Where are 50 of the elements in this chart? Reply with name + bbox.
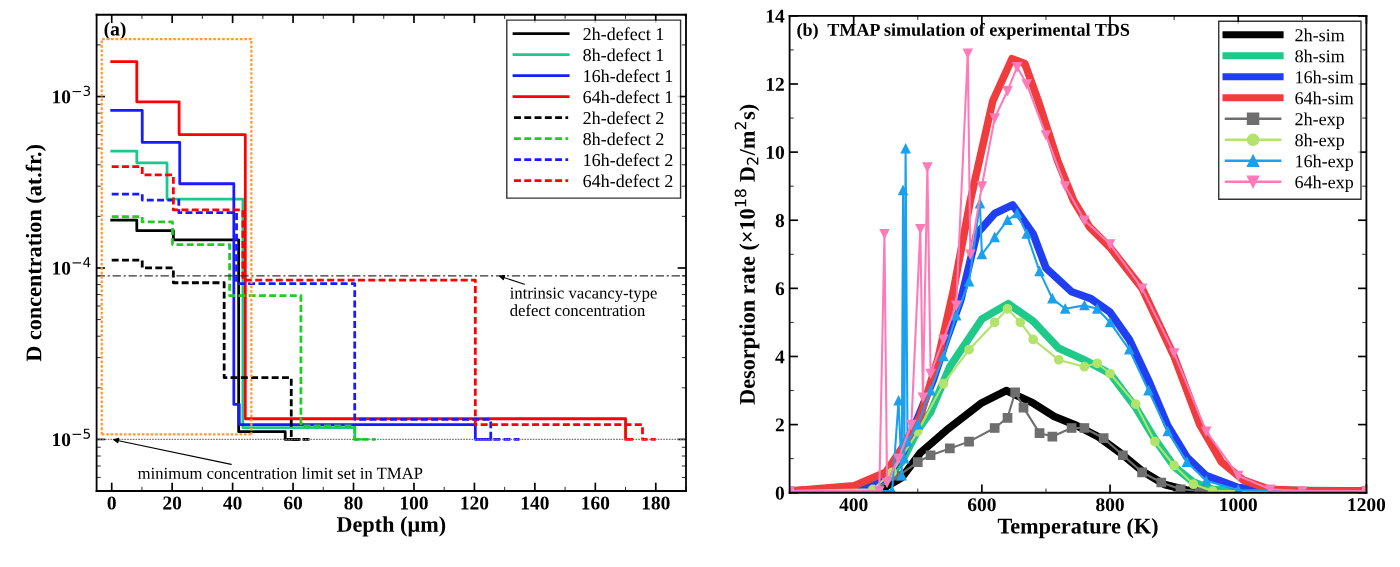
legend-label: 16h-exp <box>1296 154 1354 171</box>
x-tick-label: 20 <box>163 496 182 510</box>
y-tick-label: 10$^{−5}$ <box>53 428 90 447</box>
y-axis-title: D concentration (at.fr.) <box>25 145 46 362</box>
x-tick-label: 1200 <box>1348 498 1386 512</box>
legend-label: 2h-defect 1 <box>583 27 664 41</box>
y-tick-label: 14 <box>766 9 785 23</box>
annotation: (a) <box>104 21 126 40</box>
x-tick-label: 60 <box>284 496 303 510</box>
legend-label: 2h-defect 2 <box>583 111 664 125</box>
y-tick-label: 10$^{−3}$ <box>53 85 91 104</box>
legend-label: 16h-sim <box>1296 70 1354 84</box>
y-axis-title: Desorption rate (×10$^{18}$ D$_{2}$/m$^{2}$s) <box>734 104 760 405</box>
x-tick-label: 40 <box>223 496 242 510</box>
legend-label: 64h-defect 2 <box>583 174 673 188</box>
legend-label: 64h-defect 1 <box>583 90 673 104</box>
legend-label: 8h-defect 2 <box>583 132 664 146</box>
x-axis-title: Temperature (K) <box>997 518 1158 539</box>
legend-label: 2h-exp <box>1295 112 1345 129</box>
legend-label: 2h-sim <box>1295 28 1345 42</box>
x-tick-label: 400 <box>839 498 868 512</box>
legend-label: 8h-sim <box>1295 49 1345 63</box>
x-tick-label: 600 <box>967 498 996 512</box>
legend-label: 16h-defect 2 <box>584 153 673 167</box>
y-tick-label: 8 <box>775 214 785 228</box>
annotation: intrinsic vacancy-type defect concentration <box>510 287 657 317</box>
y-tick-label: 10 <box>766 145 784 160</box>
x-tick-label: 800 <box>1096 498 1124 512</box>
legend-label: 8h-defect 1 <box>583 48 664 62</box>
y-tick-label: 10$^{−4}$ <box>53 257 91 275</box>
x-axis-title: Depth (µm) <box>336 516 446 537</box>
x-tick-label: 140 <box>521 496 549 510</box>
x-tick-label: 100 <box>400 496 428 510</box>
legend-label: 16h-defect 1 <box>584 69 673 83</box>
x-tick-label: 0 <box>107 496 116 510</box>
y-tick-label: 0 <box>775 486 784 500</box>
annotation: (b) TMAP simulation of experimental TDS <box>797 23 1130 40</box>
y-tick-label: 4 <box>775 350 785 364</box>
legend-label: 64h-sim <box>1295 91 1354 105</box>
x-tick-label: 160 <box>582 496 610 510</box>
x-tick-label: 1000 <box>1220 498 1257 512</box>
x-tick-label: 80 <box>344 496 363 510</box>
y-tick-label: 2 <box>775 418 784 432</box>
legend-label: 8h-exp <box>1295 133 1345 150</box>
x-tick-label: 180 <box>642 496 670 510</box>
y-tick-label: 12 <box>766 77 784 91</box>
annotation: minimum concentration limit set in TMAP <box>137 467 423 479</box>
x-tick-label: 120 <box>461 496 489 510</box>
y-tick-label: 6 <box>775 282 785 296</box>
legend-label: 64h-exp <box>1295 175 1354 192</box>
